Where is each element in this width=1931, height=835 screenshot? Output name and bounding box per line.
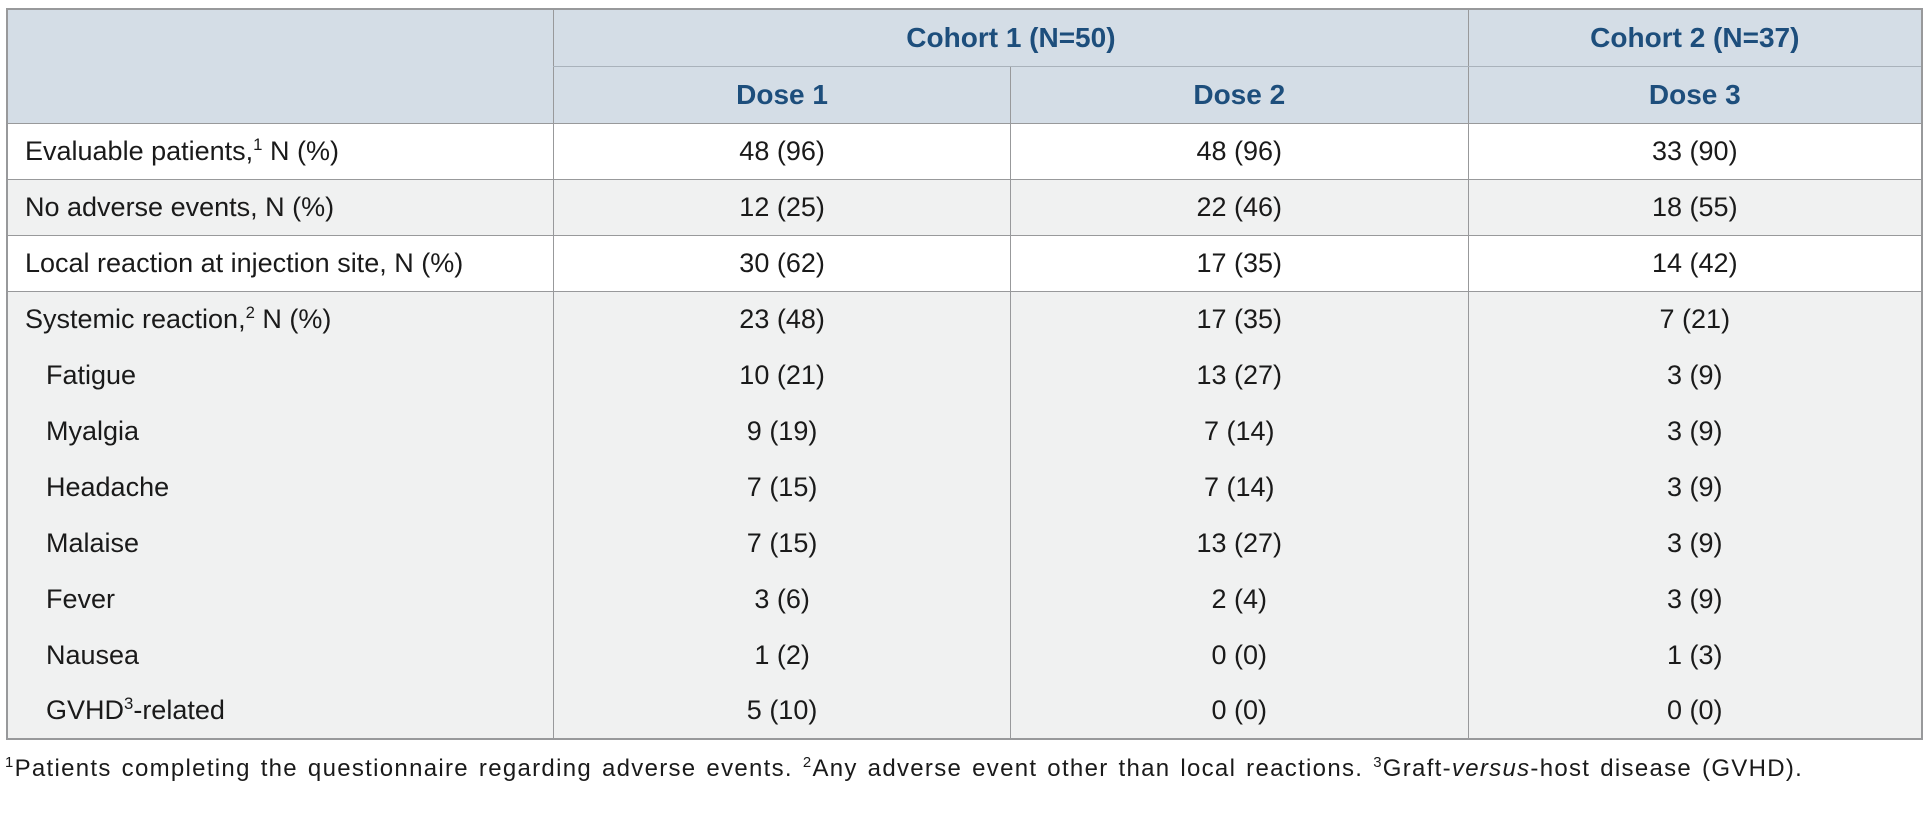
header-cohort1: Cohort 1 (N=50) xyxy=(553,9,1469,67)
cell-dose3: 3 (9) xyxy=(1467,571,1922,627)
table-row-nausea: Nausea 1 (2) 0 (0) 1 (3) xyxy=(7,627,1922,683)
header-cohort2: Cohort 2 (N=37) xyxy=(1467,9,1922,67)
footnote-marker-2: 2 xyxy=(802,755,813,771)
table-row-local-reaction: Local reaction at injection site, N (%) … xyxy=(7,235,1922,292)
cell-dose3: 18 (55) xyxy=(1467,179,1922,236)
footnote-marker: 3 xyxy=(124,694,134,713)
row-label: Malaise xyxy=(7,515,554,571)
cell-dose3: 3 (9) xyxy=(1467,459,1922,515)
cell-dose2: 2 (4) xyxy=(1009,571,1469,627)
footnote-marker: 2 xyxy=(245,302,255,322)
cell-dose3: 3 (9) xyxy=(1467,347,1922,403)
cell-dose3: 14 (42) xyxy=(1467,235,1922,292)
adverse-events-table: Cohort 1 (N=50) Cohort 2 (N=37) Dose 1 D… xyxy=(6,8,1923,740)
cell-dose1: 3 (6) xyxy=(553,571,1011,627)
header-row-doses: Dose 1 Dose 2 Dose 3 xyxy=(7,66,1922,124)
footnote-text-versus: versus xyxy=(1451,755,1531,782)
row-label: Systemic reaction,2 N (%) xyxy=(7,291,554,347)
table-row-systemic-reaction: Systemic reaction,2 N (%) 23 (48) 17 (35… xyxy=(7,291,1922,347)
cell-dose1: 5 (10) xyxy=(553,683,1011,739)
table-row-malaise: Malaise 7 (15) 13 (27) 3 (9) xyxy=(7,515,1922,571)
table-row-fever: Fever 3 (6) 2 (4) 3 (9) xyxy=(7,571,1922,627)
cell-dose3: 7 (21) xyxy=(1467,291,1922,347)
table-row-evaluable-patients: Evaluable patients,1 N (%) 48 (96) 48 (9… xyxy=(7,123,1922,180)
row-label: Evaluable patients,1 N (%) xyxy=(7,123,554,180)
table-row-gvhd-related: GVHD3-related 5 (10) 0 (0) 0 (0) xyxy=(7,683,1922,739)
table-row-myalgia: Myalgia 9 (19) 7 (14) 3 (9) xyxy=(7,403,1922,459)
header-dose2: Dose 2 xyxy=(1009,66,1469,124)
cell-dose1: 10 (21) xyxy=(553,347,1011,403)
cell-dose2: 22 (46) xyxy=(1009,179,1469,236)
cell-dose2: 0 (0) xyxy=(1009,683,1469,739)
table-row-fatigue: Fatigue 10 (21) 13 (27) 3 (9) xyxy=(7,347,1922,403)
cell-dose1: 30 (62) xyxy=(553,235,1011,292)
table-footnote: 1Patients completing the questionnaire r… xyxy=(5,751,1926,787)
header-dose3: Dose 3 xyxy=(1467,66,1922,124)
cell-dose2: 7 (14) xyxy=(1009,459,1469,515)
row-label: Myalgia xyxy=(7,403,554,459)
row-label: Nausea xyxy=(7,627,554,683)
cell-dose1: 7 (15) xyxy=(553,515,1011,571)
cell-dose1: 12 (25) xyxy=(553,179,1011,236)
footnote-text-2: Any adverse event other than local react… xyxy=(812,755,1374,782)
table-row-headache: Headache 7 (15) 7 (14) 3 (9) xyxy=(7,459,1922,515)
cell-dose2: 7 (14) xyxy=(1009,403,1469,459)
cell-dose3: 3 (9) xyxy=(1467,515,1922,571)
header-dose1: Dose 1 xyxy=(553,66,1011,124)
footnote-marker-3: 3 xyxy=(1373,755,1383,771)
cell-dose3: 3 (9) xyxy=(1467,403,1922,459)
corner-cell xyxy=(7,9,554,124)
row-label: Fever xyxy=(7,571,554,627)
cell-dose1: 9 (19) xyxy=(553,403,1011,459)
cell-dose1: 1 (2) xyxy=(553,627,1011,683)
row-label: No adverse events, N (%) xyxy=(7,179,554,236)
cell-dose2: 48 (96) xyxy=(1009,123,1469,180)
footnote-text-4: -host disease (GVHD). xyxy=(1530,755,1804,782)
cell-dose1: 7 (15) xyxy=(553,459,1011,515)
cell-dose3: 0 (0) xyxy=(1467,683,1922,739)
footnote-marker: 1 xyxy=(253,134,263,154)
footnote-text-1: Patients completing the questionnaire re… xyxy=(14,755,803,782)
footnote-text-3: Graft- xyxy=(1382,755,1452,782)
row-label: GVHD3-related xyxy=(7,683,554,739)
cell-dose3: 33 (90) xyxy=(1467,123,1922,180)
cell-dose1: 48 (96) xyxy=(553,123,1011,180)
header-row-cohorts: Cohort 1 (N=50) Cohort 2 (N=37) xyxy=(7,9,1922,124)
row-label: Local reaction at injection site, N (%) xyxy=(7,235,554,292)
adverse-events-table-container: Cohort 1 (N=50) Cohort 2 (N=37) Dose 1 D… xyxy=(6,8,1923,740)
cell-dose3: 1 (3) xyxy=(1467,627,1922,683)
table-row-no-adverse-events: No adverse events, N (%) 12 (25) 22 (46)… xyxy=(7,179,1922,236)
cell-dose2: 17 (35) xyxy=(1009,235,1469,292)
row-label: Headache xyxy=(7,459,554,515)
footnote-marker-1: 1 xyxy=(5,755,15,771)
cell-dose1: 23 (48) xyxy=(553,291,1011,347)
row-label: Fatigue xyxy=(7,347,554,403)
cell-dose2: 13 (27) xyxy=(1009,347,1469,403)
cell-dose2: 0 (0) xyxy=(1009,627,1469,683)
cell-dose2: 17 (35) xyxy=(1009,291,1469,347)
cell-dose2: 13 (27) xyxy=(1009,515,1469,571)
